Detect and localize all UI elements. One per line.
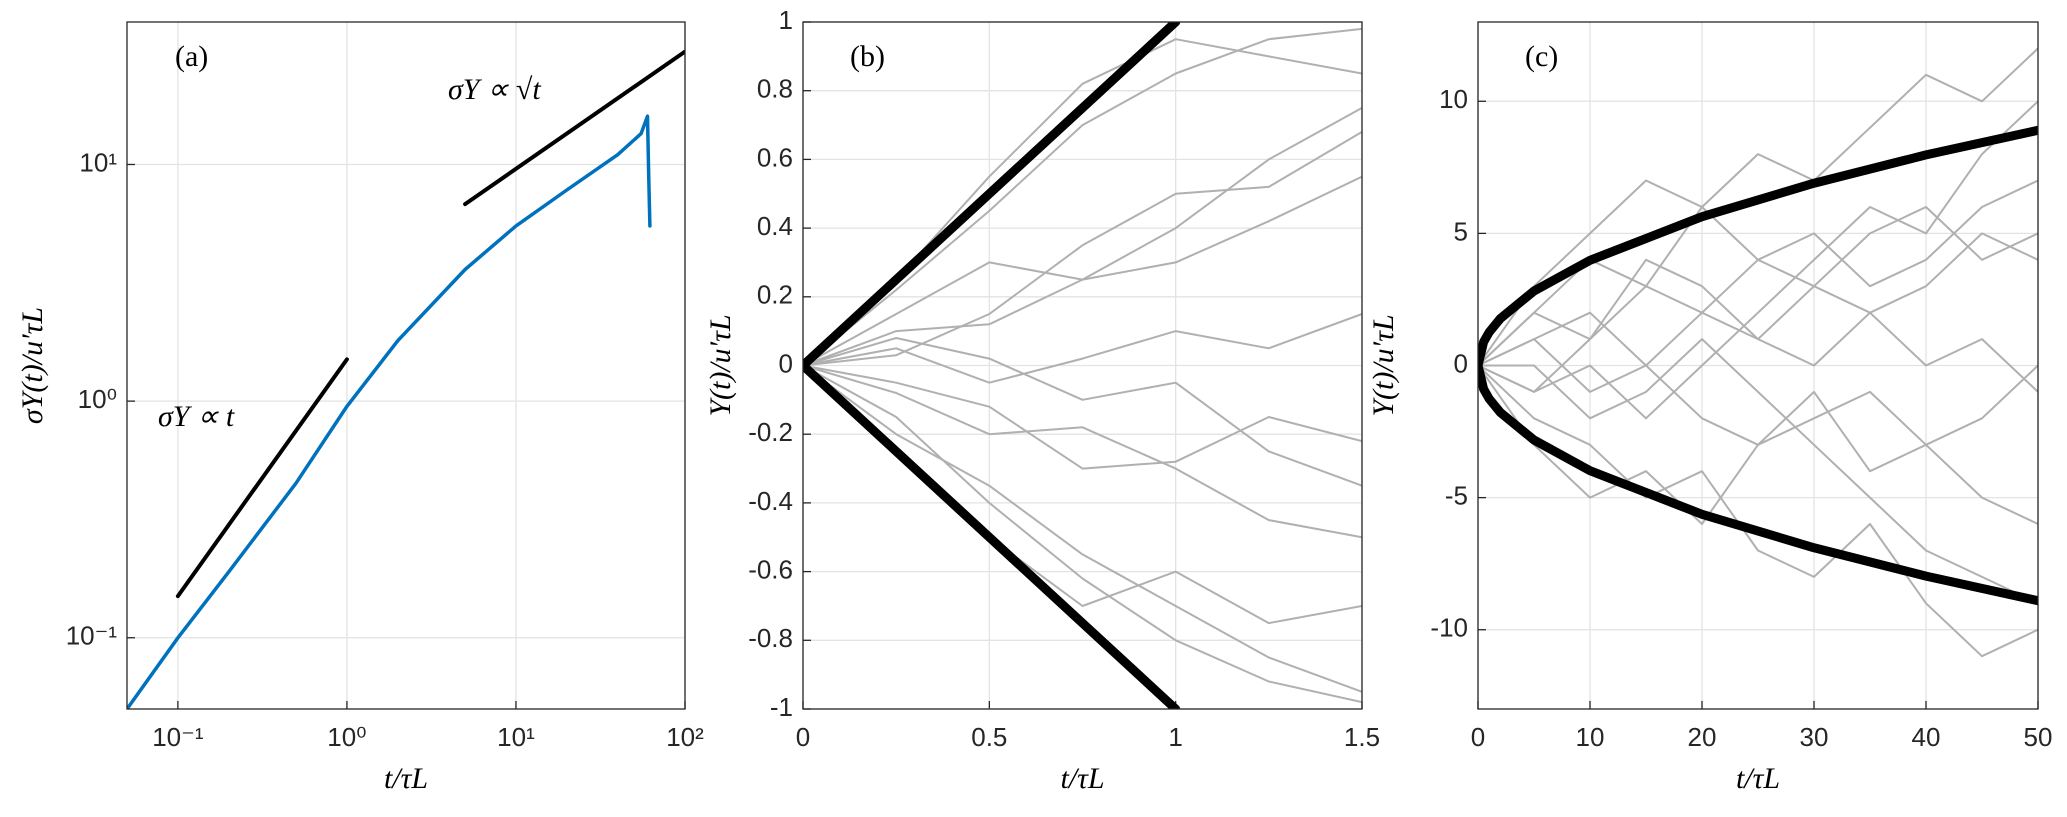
x-axis-label: t/τL (1736, 762, 1780, 795)
x-tick-label: 10 (1576, 722, 1605, 752)
y-tick-label: -0.6 (748, 554, 793, 584)
y-tick-label: 10⁻¹ (66, 621, 118, 651)
y-tick-label: -10 (1430, 613, 1468, 643)
y-tick-label: -0.4 (748, 486, 793, 516)
data-line (803, 337, 1362, 487)
axes-frame (802, 21, 1363, 710)
x-axis-label: t/τL (1060, 762, 1104, 795)
data-line (803, 106, 1362, 367)
x-tick-label: 1.5 (1344, 722, 1380, 752)
data-line (175, 357, 349, 599)
x-tick-label: 20 (1688, 722, 1717, 752)
data-line (803, 364, 1362, 539)
data-line (803, 22, 1181, 370)
y-axis-label: Y(t)/u′τL (1367, 314, 1400, 416)
series-group (1478, 47, 2038, 658)
axes-frame (126, 21, 686, 710)
data-line (803, 361, 1181, 709)
data-line (1478, 232, 2038, 367)
y-tick-label: 0.4 (757, 211, 793, 241)
y-tick-label: 10⁰ (78, 384, 117, 414)
y-tick-label: -1 (770, 692, 793, 722)
data-line (1478, 338, 2038, 605)
data-line (1478, 364, 2038, 658)
x-tick-label: 40 (1912, 722, 1941, 752)
y-tick-label: -5 (1445, 480, 1468, 510)
x-tick-label: 0 (796, 722, 810, 752)
data-line (1478, 100, 2038, 420)
annotation: σY ∝ t (158, 400, 235, 433)
y-tick-label: 0.8 (757, 74, 793, 104)
y-tick-label: 5 (1454, 216, 1468, 246)
y-tick-label: 1 (779, 5, 793, 35)
x-tick-label: 0.5 (971, 722, 1007, 752)
axes-frame (1477, 21, 2039, 710)
x-tick-label: 50 (2024, 722, 2053, 752)
x-tick-label: 10⁰ (327, 722, 366, 752)
y-tick-label: 0.2 (757, 280, 793, 310)
x-tick-label: 10² (666, 722, 704, 752)
data-line (127, 114, 652, 709)
annotation: (a) (175, 40, 208, 73)
panel: 10⁻¹ 10⁰ 10¹ 10² 10⁻¹ 10⁰ 10¹ t/τL σY(t)/u′τL (a)… (16, 21, 704, 795)
annotation: (b) (850, 40, 885, 73)
data-line (803, 27, 1362, 367)
panel: 0 0.5 1 1.5 -1 -0.8 -0.6 -0.4 -0.2 0 0.2 0.4 0.6 0.8 1… (704, 5, 1380, 795)
y-tick-label: 0 (779, 348, 793, 378)
panel: 0 10 20 30 40 50 -10 -5 0 5 10 t/τL Y(t)/u′τL (c) (1367, 21, 2053, 795)
x-tick-label: 30 (1800, 722, 1829, 752)
series-group (127, 49, 685, 709)
y-axis-label: Y(t)/u′τL (704, 314, 737, 416)
data-line (803, 364, 1362, 704)
data-line (1478, 361, 2038, 606)
y-tick-label: 10¹ (79, 147, 117, 177)
data-line (463, 49, 685, 207)
annotation: (c) (1525, 40, 1558, 73)
x-tick-label: 0 (1471, 722, 1485, 752)
data-line (1478, 179, 2038, 367)
x-axis-label: t/τL (384, 762, 428, 795)
y-tick-label: 0 (1454, 348, 1468, 378)
data-line (803, 364, 1362, 470)
y-tick-label: -0.8 (748, 623, 793, 653)
data-line (1478, 364, 2038, 525)
x-tick-label: 1 (1168, 722, 1182, 752)
data-line (803, 364, 1362, 693)
plot-area (127, 22, 685, 709)
annotation: σY ∝ √t (448, 73, 541, 106)
data-line (1478, 47, 2038, 367)
series-group (803, 22, 1362, 709)
y-axis-label: σY(t)/u′τL (16, 307, 49, 424)
data-line (803, 313, 1362, 384)
y-tick-label: 10 (1439, 84, 1468, 114)
y-tick-label: 0.6 (757, 142, 793, 172)
y-tick-label: -0.2 (748, 417, 793, 447)
x-tick-label: 10⁻¹ (152, 722, 204, 752)
x-tick-label: 10¹ (497, 722, 535, 752)
data-line (1478, 125, 2038, 370)
data-line (803, 130, 1362, 367)
